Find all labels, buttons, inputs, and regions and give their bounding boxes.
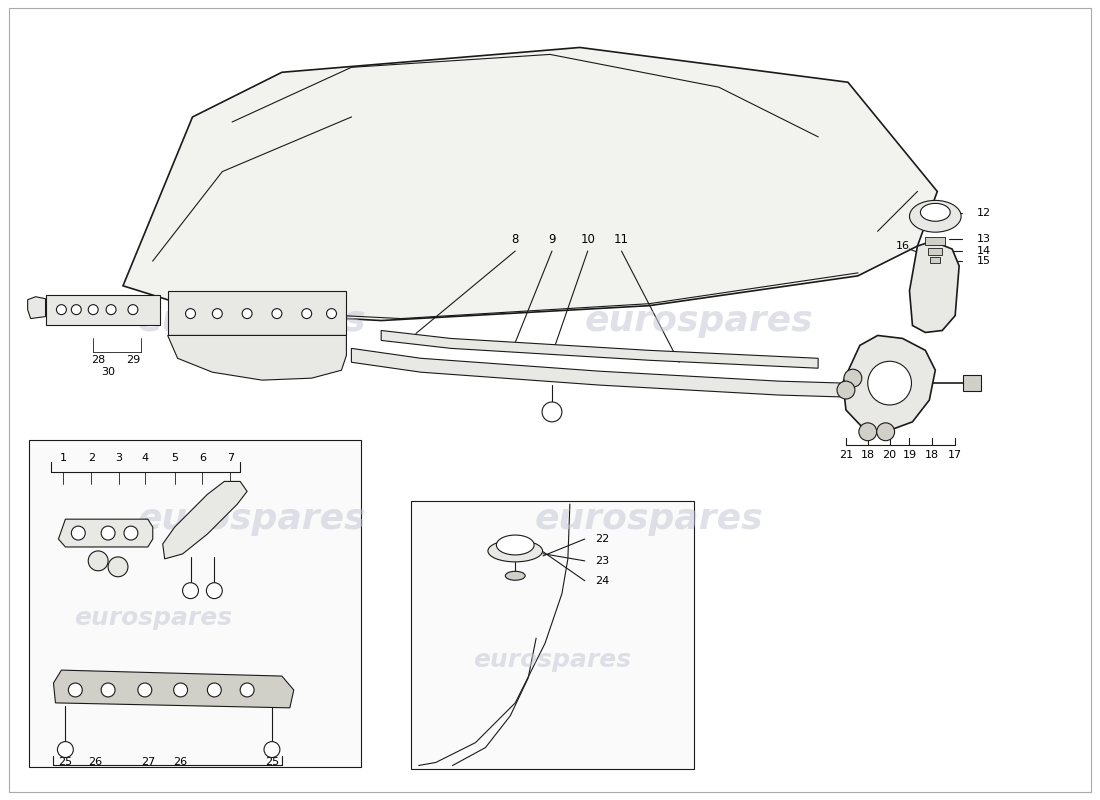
Circle shape — [208, 683, 221, 697]
Text: 19: 19 — [902, 450, 916, 460]
Text: 21: 21 — [839, 450, 853, 460]
Polygon shape — [123, 47, 937, 321]
Circle shape — [264, 742, 279, 758]
Polygon shape — [843, 335, 935, 432]
Circle shape — [72, 526, 86, 540]
Polygon shape — [382, 330, 818, 368]
Circle shape — [68, 683, 82, 697]
Ellipse shape — [921, 203, 950, 222]
Circle shape — [56, 305, 66, 314]
Circle shape — [72, 305, 81, 314]
Text: 29: 29 — [125, 355, 140, 366]
Circle shape — [174, 683, 187, 697]
Circle shape — [124, 526, 138, 540]
Text: 6: 6 — [199, 453, 206, 462]
Circle shape — [859, 423, 877, 441]
Text: 12: 12 — [977, 208, 991, 218]
Text: 24: 24 — [595, 576, 609, 586]
Text: 30: 30 — [101, 367, 116, 377]
Text: 25: 25 — [265, 758, 279, 767]
Circle shape — [186, 309, 196, 318]
Circle shape — [88, 305, 98, 314]
Polygon shape — [58, 519, 153, 547]
Text: 18: 18 — [860, 450, 875, 460]
Polygon shape — [163, 482, 248, 559]
Text: eurospares: eurospares — [138, 502, 366, 536]
Circle shape — [542, 402, 562, 422]
Text: 23: 23 — [595, 556, 608, 566]
Circle shape — [88, 551, 108, 571]
Ellipse shape — [910, 200, 961, 232]
Circle shape — [101, 683, 116, 697]
Text: 3: 3 — [116, 453, 122, 462]
Circle shape — [207, 582, 222, 598]
Ellipse shape — [496, 535, 535, 555]
Text: 10: 10 — [581, 233, 595, 246]
Text: 17: 17 — [948, 450, 962, 460]
Text: 9: 9 — [548, 233, 556, 246]
FancyBboxPatch shape — [964, 375, 981, 391]
Text: 20: 20 — [882, 450, 896, 460]
Text: 8: 8 — [512, 233, 519, 246]
Ellipse shape — [505, 571, 525, 580]
Polygon shape — [167, 335, 346, 380]
Text: 13: 13 — [977, 234, 991, 244]
Text: 1: 1 — [59, 453, 67, 462]
Text: 28: 28 — [91, 355, 106, 366]
Circle shape — [877, 423, 894, 441]
FancyBboxPatch shape — [45, 294, 159, 325]
Circle shape — [138, 683, 152, 697]
Text: eurospares: eurospares — [535, 502, 763, 536]
Text: 11: 11 — [614, 233, 629, 246]
Circle shape — [837, 381, 855, 399]
Text: 15: 15 — [977, 256, 991, 266]
Circle shape — [868, 362, 912, 405]
Text: eurospares: eurospares — [584, 303, 813, 338]
Circle shape — [272, 309, 282, 318]
Text: 16: 16 — [895, 241, 910, 251]
Text: 22: 22 — [595, 534, 609, 544]
Circle shape — [301, 309, 311, 318]
Circle shape — [128, 305, 138, 314]
Text: 4: 4 — [141, 453, 149, 462]
Circle shape — [183, 582, 198, 598]
Text: 7: 7 — [227, 453, 234, 462]
Polygon shape — [910, 241, 959, 333]
Polygon shape — [28, 297, 45, 318]
Text: 18: 18 — [925, 450, 939, 460]
FancyBboxPatch shape — [29, 440, 361, 767]
Polygon shape — [351, 348, 878, 398]
Text: 5: 5 — [172, 453, 178, 462]
Text: 27: 27 — [141, 758, 155, 767]
Circle shape — [57, 742, 74, 758]
Circle shape — [108, 557, 128, 577]
Text: 14: 14 — [977, 246, 991, 256]
Circle shape — [240, 683, 254, 697]
Text: 2: 2 — [88, 453, 95, 462]
Circle shape — [101, 526, 116, 540]
Circle shape — [242, 309, 252, 318]
FancyBboxPatch shape — [167, 290, 346, 335]
Text: 26: 26 — [88, 758, 102, 767]
FancyBboxPatch shape — [931, 257, 940, 263]
Text: eurospares: eurospares — [138, 303, 366, 338]
Ellipse shape — [488, 540, 542, 562]
Polygon shape — [54, 670, 294, 708]
Circle shape — [844, 370, 861, 387]
Circle shape — [327, 309, 337, 318]
Text: 25: 25 — [58, 758, 73, 767]
Text: 26: 26 — [174, 758, 188, 767]
Circle shape — [106, 305, 116, 314]
FancyBboxPatch shape — [928, 247, 943, 254]
FancyBboxPatch shape — [411, 502, 694, 770]
FancyBboxPatch shape — [925, 237, 945, 245]
Text: eurospares: eurospares — [473, 648, 631, 672]
Text: eurospares: eurospares — [74, 606, 232, 630]
Circle shape — [212, 309, 222, 318]
